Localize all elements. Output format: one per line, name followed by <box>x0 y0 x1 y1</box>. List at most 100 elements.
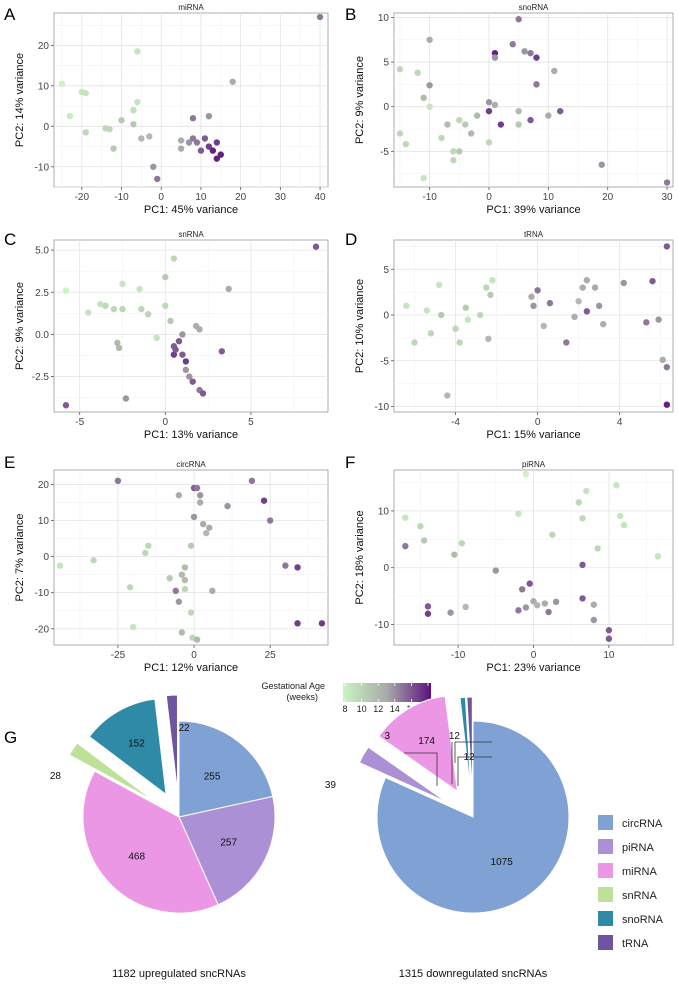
y-axis-label: PC2: 7% variance <box>14 513 26 601</box>
data-point <box>444 392 451 399</box>
panel-letter-c: C <box>4 230 16 249</box>
scatter-panel-a: -20 -10 0 10 20 30 40 -10 0 10 20 miRNA PC1: 45% var… <box>4 3 329 216</box>
panel-letter-e: E <box>4 453 15 472</box>
plot-area <box>53 239 329 413</box>
pie-value-label: 12 <box>449 731 461 742</box>
legend-swatch-circrna <box>598 815 613 830</box>
x-axis-label: PC1: 15% variance <box>486 429 580 441</box>
y-axis-label: PC2: 14% variance <box>14 53 26 147</box>
data-point <box>138 135 145 142</box>
data-point <box>526 580 533 587</box>
data-point <box>451 551 458 558</box>
data-point <box>170 351 178 358</box>
data-point <box>420 174 427 182</box>
data-point <box>260 497 268 504</box>
data-point <box>129 623 137 631</box>
data-point <box>613 482 620 489</box>
y-tick-label: -10 <box>35 162 50 173</box>
data-point <box>193 636 201 643</box>
data-point <box>583 308 591 315</box>
pie-legend: circRNA piRNA miRNA snRNA snoRNA tRNA <box>598 815 664 950</box>
data-point <box>294 564 301 571</box>
data-point <box>90 557 97 564</box>
data-point <box>533 54 540 61</box>
data-point <box>600 320 607 328</box>
data-point <box>591 284 599 291</box>
colorbar-tick-label: 8 <box>342 704 347 714</box>
pie-slice-snorna <box>88 698 167 796</box>
panel-title: miRNA <box>178 3 204 12</box>
data-point <box>213 155 221 162</box>
data-point <box>450 157 457 164</box>
x-tick-label: 0 <box>158 192 164 203</box>
pie-slice-mirna <box>82 770 219 914</box>
pie-value-label: 468 <box>128 852 145 863</box>
data-point <box>522 604 530 611</box>
panel-letter-f: F <box>345 453 355 472</box>
data-point <box>579 595 586 602</box>
panel-letter-g: G <box>4 728 17 747</box>
data-point <box>142 549 149 557</box>
pie-slice-circrna <box>178 720 274 818</box>
data-point <box>541 600 549 607</box>
data-point <box>590 601 598 608</box>
data-point <box>545 112 552 119</box>
data-point <box>528 293 535 300</box>
data-point <box>420 537 428 544</box>
data-point <box>649 277 656 285</box>
x-tick-label: -10 <box>114 192 129 203</box>
x-tick-label: 10 <box>603 650 615 661</box>
pie-slice-pirna <box>358 746 448 803</box>
pie-slice-circrna <box>376 720 570 914</box>
data-point <box>605 627 613 634</box>
data-point <box>534 287 541 294</box>
data-point <box>182 358 190 365</box>
data-point <box>491 101 499 109</box>
data-point <box>411 339 418 346</box>
data-point <box>106 125 113 133</box>
x-tick-label: -20 <box>75 192 90 203</box>
data-point <box>150 163 157 170</box>
colorbar-tick-label: 14 <box>390 704 400 714</box>
y-tick-label: 0 <box>383 311 389 322</box>
gestational-age-legend: Gestational Age (weeks) 81012141618 <box>261 681 433 714</box>
data-point <box>182 366 190 374</box>
scatter-panel-b: -10 0 10 20 30 -5 0 5 10 snoRNA PC1: 39% variance P… <box>345 3 674 216</box>
data-point <box>515 107 522 115</box>
data-point <box>485 335 492 343</box>
data-point <box>663 401 671 408</box>
x-tick-label: 20 <box>602 192 614 203</box>
data-point <box>175 492 183 499</box>
data-point <box>114 477 122 485</box>
data-point <box>497 121 505 128</box>
legend-swatch-snorna <box>598 911 613 926</box>
data-point <box>179 331 186 338</box>
y-tick-label: 2.5 <box>35 288 49 299</box>
scatter-panel-e: -25 0 25 -20 -10 0 10 20 circRNA PC1: 12% varianc… <box>4 453 329 674</box>
data-point <box>193 484 201 492</box>
data-point <box>66 112 74 120</box>
data-point <box>426 82 433 89</box>
data-point <box>427 330 435 337</box>
x-tick-label: 30 <box>662 192 674 203</box>
y-tick-label: 5 <box>383 58 389 69</box>
data-point <box>533 81 540 88</box>
data-point <box>196 492 204 499</box>
data-point <box>224 502 231 510</box>
y-tick-label: -2.5 <box>32 372 50 383</box>
x-tick-label: -4 <box>451 417 460 428</box>
data-point <box>282 562 289 569</box>
data-point <box>663 243 671 250</box>
scatter-panel-f: -10 0 10 -10 0 10 piRNA PC1: 23% variance PC2: 1… <box>345 453 674 674</box>
data-point <box>190 513 198 521</box>
data-point <box>473 112 481 119</box>
y-tick-label: 0 <box>383 102 389 113</box>
gestational-age-colorbar <box>343 683 431 702</box>
data-point <box>167 317 174 325</box>
x-tick-label: -10 <box>422 192 437 203</box>
data-point <box>491 49 499 57</box>
data-point <box>126 584 134 591</box>
x-tick-label: 5 <box>248 417 254 428</box>
data-point <box>179 351 186 358</box>
data-point <box>85 309 92 316</box>
